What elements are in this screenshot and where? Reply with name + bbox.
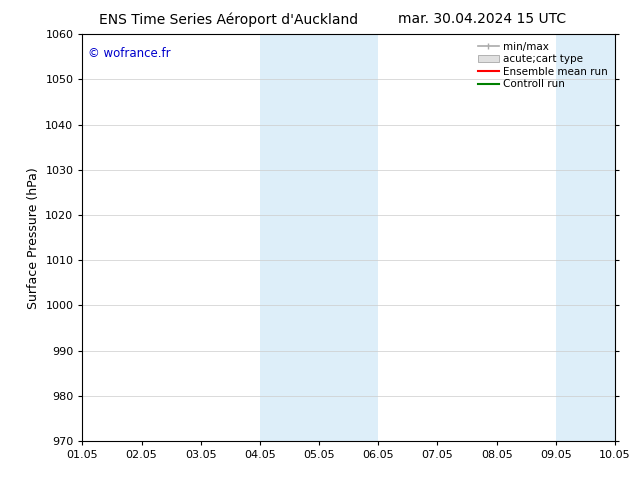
Text: mar. 30.04.2024 15 UTC: mar. 30.04.2024 15 UTC	[398, 12, 566, 26]
Bar	[615, 34, 634, 441]
Text: ENS Time Series Aéroport d'Auckland: ENS Time Series Aéroport d'Auckland	[99, 12, 358, 27]
Text: © wofrance.fr: © wofrance.fr	[87, 47, 171, 59]
Y-axis label: Surface Pressure (hPa): Surface Pressure (hPa)	[27, 167, 40, 309]
Bar	[319, 34, 378, 441]
Bar	[556, 34, 615, 441]
Bar	[260, 34, 319, 441]
Legend: min/max, acute;cart type, Ensemble mean run, Controll run: min/max, acute;cart type, Ensemble mean …	[476, 40, 610, 92]
